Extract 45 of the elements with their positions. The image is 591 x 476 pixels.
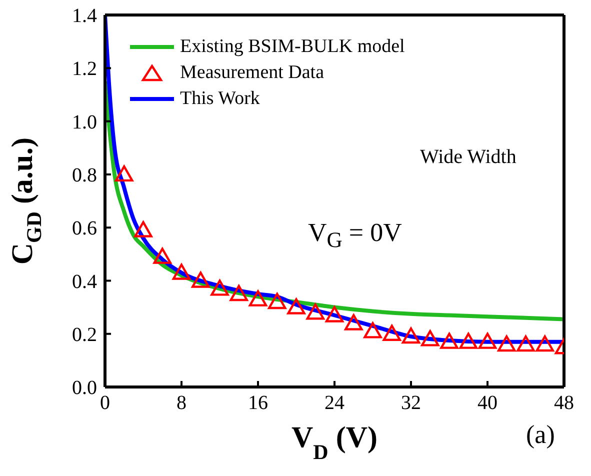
x-tick-label: 32: [401, 392, 421, 414]
point: [268, 292, 286, 310]
x-tick-label: 40: [478, 392, 498, 414]
point: [382, 324, 401, 341]
point: [172, 264, 191, 280]
point: [306, 304, 324, 320]
point: [115, 165, 134, 182]
y-tick-label: 0.2: [72, 324, 97, 346]
point: [498, 335, 516, 352]
point: [516, 335, 535, 352]
y-tick-label: 1.2: [72, 58, 97, 80]
y-tick-label: 0.6: [72, 218, 97, 240]
x-tick-label: 48: [554, 392, 574, 414]
point: [478, 332, 497, 349]
point: [536, 335, 554, 352]
x-axis-title: V$_{D}$ (V): [292, 421, 378, 464]
point: [364, 322, 382, 338]
annotation: V$_{G}$ = 0V: [308, 218, 402, 254]
text: (a): [526, 420, 555, 450]
x-tick-label: 8: [176, 392, 186, 414]
legend-label: This Work: [180, 87, 260, 111]
point: [248, 290, 268, 306]
y-tick-label: 0.0: [72, 377, 97, 400]
legend-label: Measurement Data: [180, 61, 324, 85]
point: [325, 306, 344, 322]
point: [344, 314, 363, 330]
point: [153, 248, 172, 264]
y-tick-label: 0.4: [72, 270, 97, 293]
point: [230, 284, 248, 302]
point: [421, 330, 440, 346]
x-tick-label: 16: [248, 392, 268, 414]
y-tick-label: 1.0: [72, 111, 97, 134]
point: [134, 221, 152, 238]
point: [402, 327, 420, 344]
point: [459, 332, 478, 349]
legend-label: Existing BSIM-BULK model: [180, 35, 405, 59]
y-tick-label: 1.4: [72, 5, 97, 28]
point: [192, 272, 210, 288]
point: [440, 332, 458, 349]
annotation: Wide Width: [420, 146, 516, 169]
point: [210, 280, 229, 296]
y-tick-label: 0.8: [72, 164, 97, 187]
x-tick-label: 24: [324, 392, 344, 414]
x-tick-label: 0: [100, 392, 110, 414]
point: [287, 298, 306, 314]
